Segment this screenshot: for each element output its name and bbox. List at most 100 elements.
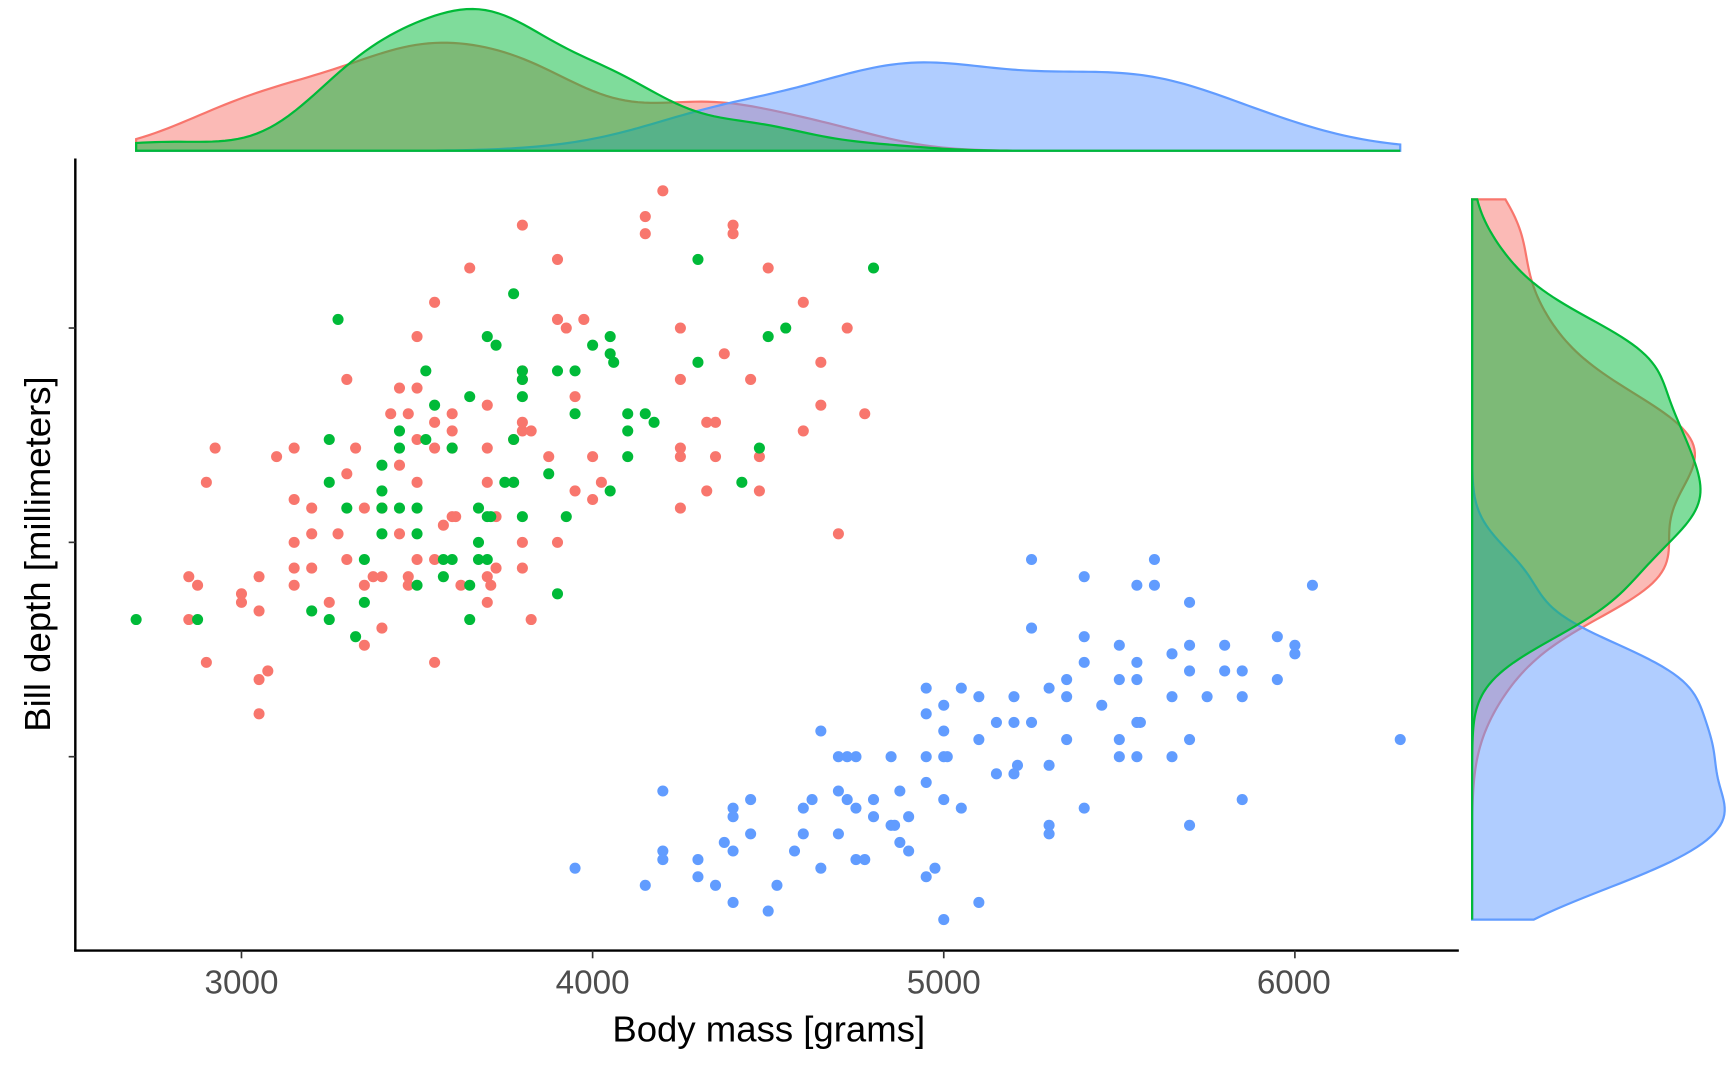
data-point <box>446 408 458 420</box>
data-point <box>604 331 616 343</box>
data-point <box>1306 579 1318 591</box>
data-point <box>569 862 581 874</box>
data-point <box>1236 691 1248 703</box>
data-point <box>490 562 502 574</box>
data-point <box>604 485 616 497</box>
data-point <box>889 819 901 831</box>
data-point <box>832 528 844 540</box>
data-point <box>753 485 765 497</box>
data-point <box>1289 648 1301 660</box>
data-point <box>771 879 783 891</box>
data-point <box>385 408 397 420</box>
data-point <box>1184 639 1196 651</box>
data-point <box>850 802 862 814</box>
data-point <box>806 794 818 806</box>
data-point <box>358 639 370 651</box>
data-point <box>481 331 493 343</box>
data-point <box>490 339 502 351</box>
data-point <box>692 356 704 368</box>
data-point <box>446 553 458 566</box>
data-point <box>402 408 414 420</box>
data-point <box>323 596 335 608</box>
data-point <box>832 828 844 840</box>
data-point <box>1236 665 1248 677</box>
data-point <box>850 854 862 866</box>
data-point <box>1131 656 1143 668</box>
data-point <box>920 708 932 720</box>
data-point <box>1026 553 1038 566</box>
data-point <box>762 331 774 343</box>
data-point <box>797 828 809 840</box>
data-point <box>1201 691 1213 703</box>
data-point <box>1184 734 1196 746</box>
data-point <box>288 579 300 591</box>
data-point <box>1096 699 1108 711</box>
data-point <box>622 425 634 437</box>
data-point <box>1289 639 1301 651</box>
data-point <box>376 502 388 514</box>
data-point <box>587 493 599 506</box>
data-point <box>885 751 897 763</box>
data-point <box>429 553 441 566</box>
data-point <box>376 459 388 471</box>
data-point <box>393 502 406 514</box>
data-point <box>1078 631 1090 643</box>
data-point <box>543 468 555 480</box>
data-point <box>1148 579 1160 591</box>
data-point <box>235 596 248 608</box>
data-point <box>903 845 915 857</box>
data-point <box>815 862 827 874</box>
data-point <box>990 768 1002 780</box>
data-point <box>990 716 1002 728</box>
data-point <box>657 185 669 197</box>
data-point <box>411 579 423 591</box>
data-point <box>903 811 915 823</box>
data-point <box>446 442 458 454</box>
data-point <box>437 571 449 583</box>
data-point <box>376 571 388 583</box>
data-point <box>450 511 462 523</box>
data-point <box>393 459 406 471</box>
data-point <box>411 331 423 343</box>
data-point <box>130 613 142 626</box>
data-point <box>1219 665 1231 677</box>
data-point <box>543 451 555 463</box>
data-point <box>894 785 906 797</box>
data-point <box>481 442 493 454</box>
data-point <box>1394 734 1406 746</box>
data-point <box>429 296 441 308</box>
data-point <box>253 605 265 617</box>
data-point <box>815 399 827 411</box>
data-point <box>955 682 967 694</box>
x-axis-ticks <box>240 950 1296 959</box>
data-point <box>955 802 967 814</box>
data-point <box>350 631 362 643</box>
data-point <box>551 313 564 325</box>
data-point <box>578 313 590 325</box>
data-point <box>841 751 853 763</box>
data-point <box>253 673 265 686</box>
data-point <box>1131 751 1143 763</box>
data-point <box>841 794 853 806</box>
data-point <box>938 794 950 806</box>
data-point <box>200 476 212 488</box>
x-axis-title: Body mass [grams] <box>612 1008 925 1049</box>
data-point <box>323 433 335 446</box>
data-point <box>306 562 318 574</box>
data-point <box>411 476 423 488</box>
data-point <box>209 442 221 454</box>
data-point <box>332 313 344 325</box>
data-point <box>674 322 686 334</box>
data-point <box>832 785 844 797</box>
data-point <box>1061 734 1073 746</box>
data-point <box>920 871 932 883</box>
data-point <box>797 425 809 437</box>
data-point <box>551 365 564 377</box>
right-marginal-density <box>1471 198 1726 921</box>
data-point <box>753 442 765 454</box>
data-point <box>508 476 520 488</box>
data-point <box>235 588 248 600</box>
data-point <box>815 356 827 368</box>
data-point <box>736 476 748 488</box>
data-point <box>472 553 485 566</box>
